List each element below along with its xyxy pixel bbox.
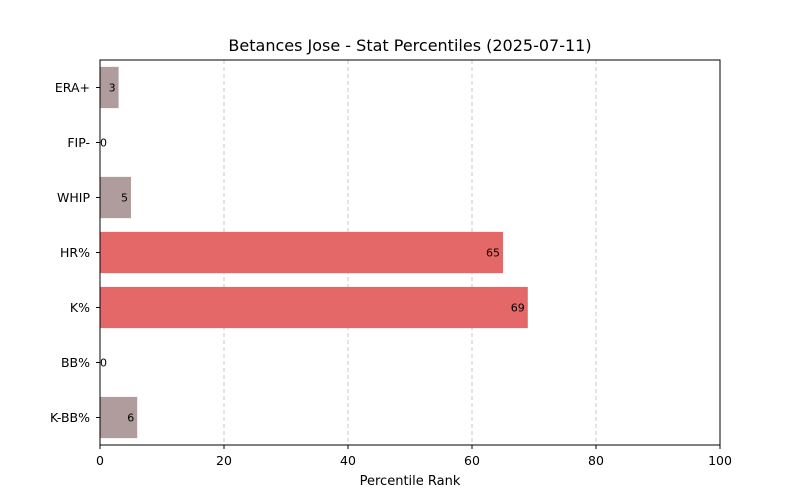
- bar: [100, 66, 119, 109]
- chart-title: Betances Jose - Stat Percentiles (2025-0…: [228, 36, 591, 55]
- data-label: 65: [486, 247, 500, 260]
- y-tick-label: WHIP: [57, 190, 90, 205]
- data-label: 0: [100, 137, 107, 150]
- data-label: 5: [121, 192, 128, 205]
- y-tick-label: BB%: [61, 355, 90, 370]
- bar: [100, 286, 528, 329]
- y-tick-label: K-BB%: [50, 410, 90, 425]
- x-tick-label: 0: [96, 453, 104, 468]
- x-axis-label: Percentile Rank: [360, 474, 461, 489]
- x-tick-label: 40: [340, 453, 356, 468]
- x-tick-label: 80: [588, 453, 604, 468]
- y-tick-label: K%: [70, 300, 90, 315]
- y-axis: ERA+ FIP- WHIP HR% K% BB% K-BB%: [50, 80, 100, 425]
- y-tick-label: FIP-: [67, 135, 90, 150]
- data-labels: 3 0 5 65 69 0 6: [100, 82, 525, 425]
- x-tick-label: 60: [464, 453, 480, 468]
- data-label: 69: [511, 302, 525, 315]
- bar: [100, 396, 138, 439]
- y-tick-label: ERA+: [55, 80, 90, 95]
- y-tick-label: HR%: [60, 245, 90, 260]
- x-axis: 0 20 40 60 80 100: [96, 445, 732, 468]
- bars: [100, 66, 528, 439]
- data-label: 6: [127, 412, 134, 425]
- bar: [100, 176, 131, 219]
- bar: [100, 231, 503, 274]
- x-tick-label: 100: [708, 453, 732, 468]
- x-tick-label: 20: [216, 453, 232, 468]
- data-label: 3: [109, 82, 116, 95]
- data-label: 0: [100, 357, 107, 370]
